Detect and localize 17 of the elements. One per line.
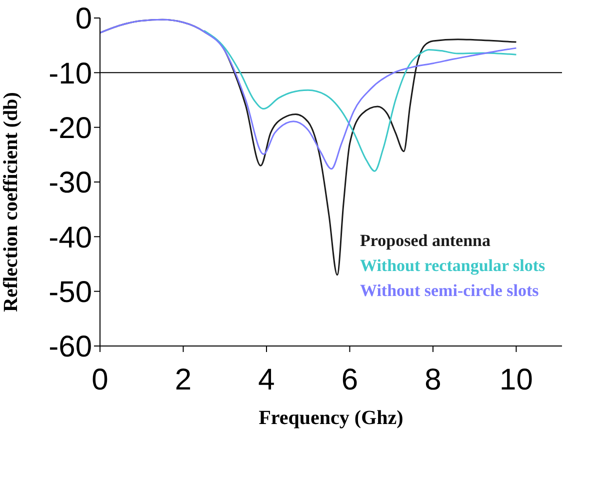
y-tick-label: -40 (48, 221, 92, 254)
text: Without rectangular slots (360, 255, 546, 277)
y-tick-label: -60 (48, 330, 92, 364)
y-tick-label: -50 (48, 276, 92, 309)
x-tick-label: 4 (258, 363, 275, 396)
y-tick-label: -30 (48, 166, 92, 200)
series-label: Proposed antenna (360, 230, 492, 252)
y-axis-title: Reflection coefficient (db) (0, 92, 22, 312)
x-axis-title: Frequency (Ghz) (258, 407, 404, 429)
x-tick-label: 10 (500, 363, 533, 396)
y-tick-label: -20 (48, 112, 92, 145)
y-tick-label: 0 (75, 2, 92, 36)
text: Without semi-circle slots (360, 280, 540, 302)
x-tick-label: 6 (341, 363, 358, 396)
y-tick-label: -10 (48, 57, 92, 90)
x-tick-label: 2 (174, 363, 192, 396)
x-tick-label: 8 (424, 363, 442, 396)
